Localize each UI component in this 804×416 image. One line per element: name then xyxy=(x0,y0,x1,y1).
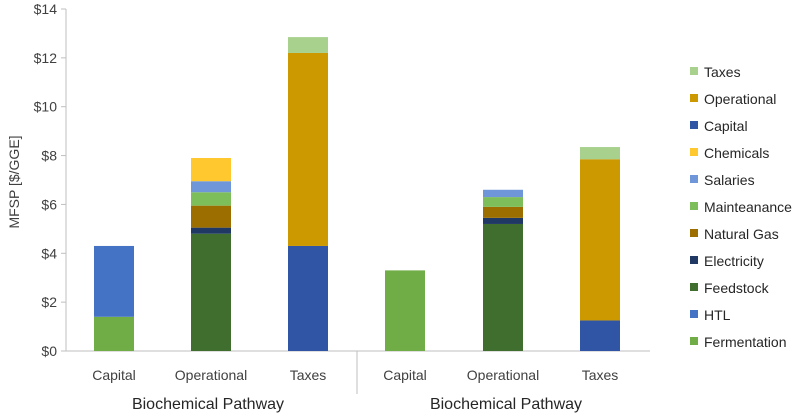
bar-segment-feedstock xyxy=(483,223,523,351)
bar-segment-fermentation xyxy=(385,270,425,351)
bar-segment-salaries xyxy=(191,181,231,193)
bar-segment-electricity xyxy=(483,217,523,224)
legend-label: Feedstock xyxy=(704,280,770,296)
y-tick-label: $4 xyxy=(41,245,57,261)
legend-swatch xyxy=(690,94,698,102)
y-tick-label: $12 xyxy=(34,50,58,66)
legend-swatch xyxy=(690,202,698,210)
legend-label: Natural Gas xyxy=(704,226,779,242)
x-tick-label: Operational xyxy=(175,367,247,383)
group-label: Biochemical Pathway xyxy=(430,396,582,413)
x-tick-labels: Capital Operational Taxes Capital Operationa… xyxy=(92,367,618,413)
axes: $0 $2 $4 $6 $8 $10 $12 $14 xyxy=(34,1,650,394)
bars xyxy=(94,37,620,351)
bar-segment-capital xyxy=(288,245,328,351)
legend-swatch xyxy=(690,148,698,156)
bar-segment-taxes xyxy=(288,37,328,53)
bar-segment-capital xyxy=(580,320,620,351)
legend-swatch xyxy=(690,337,698,345)
legend-swatch xyxy=(690,121,698,129)
x-tick-label: Taxes xyxy=(290,367,327,383)
x-tick-label: Operational xyxy=(467,367,539,383)
bar-segment-operational xyxy=(288,52,328,246)
y-tick-label: $10 xyxy=(34,99,58,115)
bar-segment-htl xyxy=(94,245,134,317)
legend: Taxes Operational Capital Chemicals Salaries… xyxy=(690,64,792,350)
bar-segment-mainteanance xyxy=(483,197,523,207)
y-tick-label: $6 xyxy=(41,196,57,212)
y-tick-label: $2 xyxy=(41,294,57,310)
bar-segment-fermentation xyxy=(94,316,134,351)
bar-segment-mainteanance xyxy=(191,192,231,206)
y-axis-title: MFSP [$/GGE] xyxy=(6,135,22,228)
legend-swatch xyxy=(690,256,698,264)
legend-label: Chemicals xyxy=(704,145,769,161)
bar-segment-chemicals xyxy=(191,158,231,182)
y-tick-label: $8 xyxy=(41,148,57,164)
legend-label: Fermentation xyxy=(704,334,786,350)
legend-label: HTL xyxy=(704,307,731,323)
legend-label: Capital xyxy=(704,118,748,134)
legend-label: Salaries xyxy=(704,172,755,188)
legend-label: Taxes xyxy=(704,64,741,80)
legend-swatch xyxy=(690,67,698,75)
group-label: Biochemical Pathway xyxy=(132,396,284,413)
bar-segment-feedstock xyxy=(191,233,231,351)
bar-segment-natural-gas xyxy=(191,205,231,228)
legend-label: Electricity xyxy=(704,253,764,269)
y-tick-label: $0 xyxy=(41,343,57,359)
x-tick-label: Capital xyxy=(383,367,427,383)
bar-segment-salaries xyxy=(483,189,523,198)
bar-segment-electricity xyxy=(191,227,231,234)
y-tick-label: $14 xyxy=(34,1,58,17)
legend-swatch xyxy=(690,229,698,237)
legend-label: Operational xyxy=(704,91,776,107)
x-tick-label: Capital xyxy=(92,367,136,383)
legend-swatch xyxy=(690,175,698,183)
legend-swatch xyxy=(690,283,698,291)
bar-segment-operational xyxy=(580,159,620,321)
x-tick-label: Taxes xyxy=(582,367,619,383)
legend-label: Mainteanance xyxy=(704,199,792,215)
bar-segment-taxes xyxy=(580,147,620,160)
legend-swatch xyxy=(690,310,698,318)
bar-segment-natural-gas xyxy=(483,206,523,218)
